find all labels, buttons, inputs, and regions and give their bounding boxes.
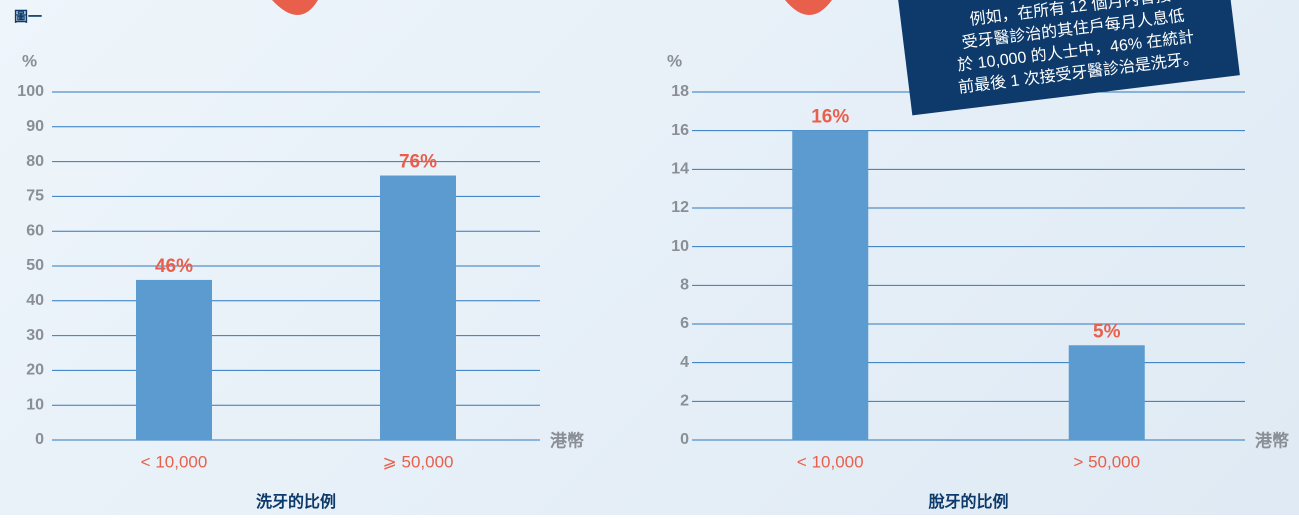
y-tick-label: 75 xyxy=(26,188,44,205)
bar xyxy=(792,130,869,440)
bar xyxy=(1068,345,1145,440)
x-axis-title: 洗牙的比例 xyxy=(256,492,336,511)
bar xyxy=(136,279,212,440)
y-tick-label: 18 xyxy=(671,83,689,100)
decor xyxy=(272,0,318,15)
y-tick-label: 6 xyxy=(680,315,689,332)
y-tick-label: 0 xyxy=(680,431,689,448)
x-unit-label: 港幣 xyxy=(550,430,584,450)
y-tick-label: 80 xyxy=(26,153,44,170)
y-axis-label: % xyxy=(22,51,37,70)
bar xyxy=(380,175,456,440)
y-tick-label: 0 xyxy=(35,431,44,448)
x-tick-label: > 50,000 xyxy=(1073,452,1140,471)
y-tick-label: 40 xyxy=(26,292,44,309)
y-tick-label: 2 xyxy=(680,393,689,410)
y-tick-label: 30 xyxy=(26,327,44,344)
value-label: 5% xyxy=(1093,321,1121,342)
y-tick-label: 100 xyxy=(17,83,44,100)
value-label: 46% xyxy=(155,256,193,277)
decor xyxy=(785,0,832,15)
x-unit-label: 港幣 xyxy=(1255,430,1289,450)
y-tick-label: 90 xyxy=(26,118,44,135)
x-axis-title: 脫牙的比例 xyxy=(928,492,1008,511)
y-tick-label: 60 xyxy=(26,222,44,239)
x-tick-label: < 10,000 xyxy=(797,452,864,471)
value-label: 16% xyxy=(811,107,849,128)
y-tick-label: 10 xyxy=(671,238,689,255)
y-tick-label: 4 xyxy=(680,354,689,371)
callout-box xyxy=(897,0,1240,116)
figure-label: 圖一 xyxy=(14,9,42,25)
y-tick-label: 14 xyxy=(671,161,689,178)
y-tick-label: 50 xyxy=(26,257,44,274)
y-axis-label: % xyxy=(667,51,682,70)
y-tick-label: 12 xyxy=(671,199,689,216)
y-tick-label: 20 xyxy=(26,362,44,379)
y-tick-label: 8 xyxy=(680,277,689,294)
x-tick-label: ⩾ 50,000 xyxy=(383,452,454,471)
y-tick-label: 16 xyxy=(671,122,689,139)
x-tick-label: < 10,000 xyxy=(141,452,208,471)
y-tick-label: 10 xyxy=(26,396,44,413)
value-label: 76% xyxy=(399,152,437,173)
